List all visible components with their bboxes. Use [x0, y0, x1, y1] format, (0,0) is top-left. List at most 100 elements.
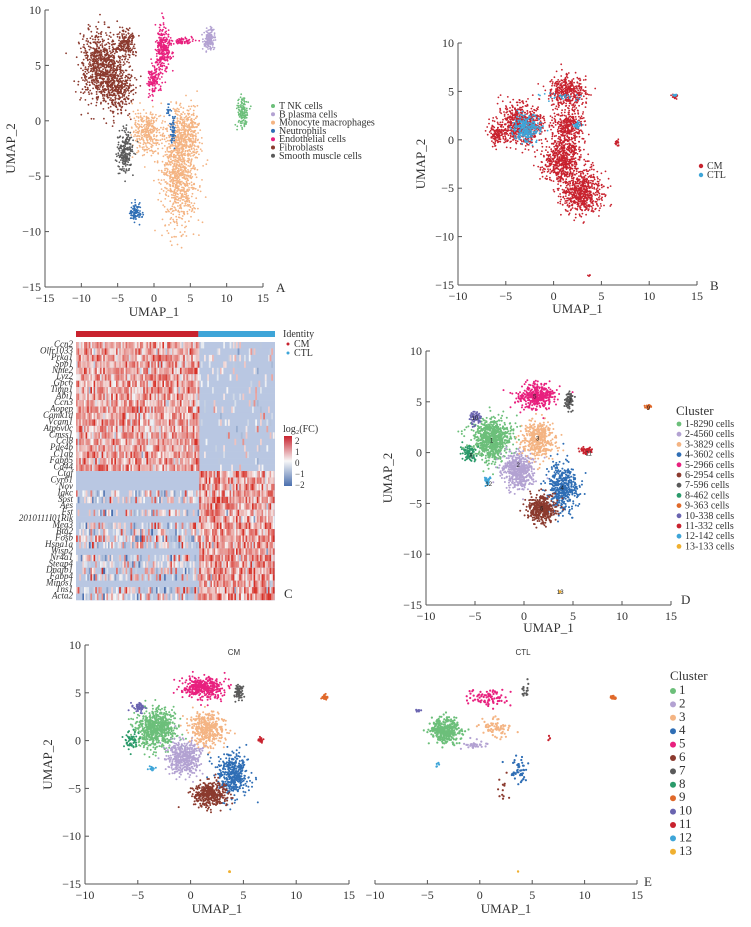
data-point: [87, 41, 89, 43]
data-point: [168, 143, 170, 145]
y-tick-label: 0: [448, 133, 454, 147]
data-point: [551, 124, 554, 127]
data-point: [174, 194, 176, 197]
data-point: [190, 186, 193, 189]
data-point: [169, 128, 172, 131]
data-point: [167, 174, 169, 177]
data-point: [88, 81, 91, 84]
data-point: [110, 94, 113, 96]
data-point: [192, 137, 195, 140]
data-point: [186, 150, 189, 153]
data-point: [213, 34, 216, 36]
data-point: [161, 135, 164, 138]
data-point: [140, 119, 142, 121]
data-point: [131, 150, 134, 153]
data-point: [188, 220, 190, 223]
data-point: [177, 205, 179, 207]
data-point: [170, 123, 173, 126]
data-point: [160, 200, 163, 203]
data-point: [162, 155, 165, 158]
data-point: [125, 87, 128, 90]
data-point: [96, 28, 99, 30]
data-point: [166, 56, 169, 59]
data-point: [95, 97, 98, 100]
data-point: [103, 51, 106, 54]
data-point: [143, 134, 146, 137]
data-point: [174, 110, 176, 112]
data-point: [110, 55, 112, 58]
data-point: [124, 145, 126, 148]
data-point: [192, 114, 195, 117]
data-point: [147, 72, 150, 74]
data-point: [150, 58, 153, 60]
data-point: [164, 224, 167, 227]
data-point: [132, 45, 135, 48]
data-point: [514, 139, 517, 142]
data-point: [123, 127, 125, 129]
data-point: [155, 113, 157, 116]
data-point: [183, 154, 186, 157]
data-point: [159, 183, 162, 185]
data-point: [127, 94, 130, 97]
data-point: [99, 82, 102, 85]
data-point: [122, 39, 125, 42]
data-point: [486, 133, 489, 136]
data-point: [121, 140, 124, 143]
data-point: [135, 51, 138, 54]
data-point: [134, 199, 137, 201]
data-point: [538, 98, 541, 100]
data-point: [133, 36, 135, 38]
cluster-t-nk-cells: [234, 93, 252, 131]
data-point: [239, 104, 242, 106]
data-point: [509, 107, 511, 109]
data-point: [123, 95, 126, 97]
data-point: [174, 198, 176, 201]
data-point: [80, 91, 82, 94]
data-point: [524, 145, 527, 147]
data-point: [194, 135, 197, 137]
data-point: [184, 178, 187, 181]
data-point: [100, 92, 103, 95]
data-point: [101, 40, 104, 43]
data-point: [130, 75, 133, 78]
data-point: [84, 86, 87, 88]
data-point: [171, 51, 174, 54]
data-point: [503, 111, 505, 113]
data-point: [568, 153, 571, 156]
data-point: [187, 175, 190, 178]
data-point: [199, 190, 202, 193]
data-point: [105, 58, 108, 60]
data-point: [96, 31, 98, 34]
data-point: [124, 131, 127, 134]
y-tick-label: 10: [29, 3, 41, 17]
data-point: [99, 58, 102, 61]
data-point: [237, 99, 240, 102]
data-point: [180, 138, 183, 141]
data-point: [201, 179, 203, 181]
data-point: [194, 117, 197, 120]
panel-b: −10 −5 0 5 10 151050−5−10−15UMAP_1UMAP_2BCMCT…: [413, 36, 726, 316]
data-point: [177, 209, 180, 212]
data-point: [93, 59, 95, 61]
data-point: [95, 93, 98, 95]
data-point: [160, 76, 163, 78]
data-point: [145, 123, 148, 126]
data-point: [504, 135, 507, 138]
data-point: [105, 43, 108, 46]
data-point: [89, 70, 92, 73]
data-point: [169, 187, 172, 190]
data-point: [236, 104, 239, 107]
data-point: [547, 168, 549, 171]
data-point: [131, 148, 134, 151]
data-point: [155, 73, 158, 76]
data-point: [150, 145, 153, 148]
data-point: [128, 102, 131, 105]
data-point: [174, 131, 177, 134]
data-point: [171, 210, 174, 213]
data-point: [163, 205, 166, 208]
data-point: [213, 46, 216, 49]
data-point: [192, 233, 195, 236]
data-point: [181, 193, 184, 195]
data-point: [175, 187, 178, 190]
data-point: [89, 37, 92, 40]
